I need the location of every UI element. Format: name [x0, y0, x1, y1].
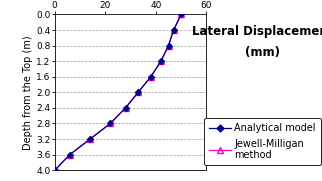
Text: Lateral Displacement: Lateral Displacement: [192, 25, 322, 38]
Legend: Analytical model, Jewell-Milligan
method: Analytical model, Jewell-Milligan method: [204, 118, 321, 165]
Y-axis label: Depth from the Top (m): Depth from the Top (m): [24, 35, 33, 150]
Text: (mm): (mm): [245, 46, 280, 59]
